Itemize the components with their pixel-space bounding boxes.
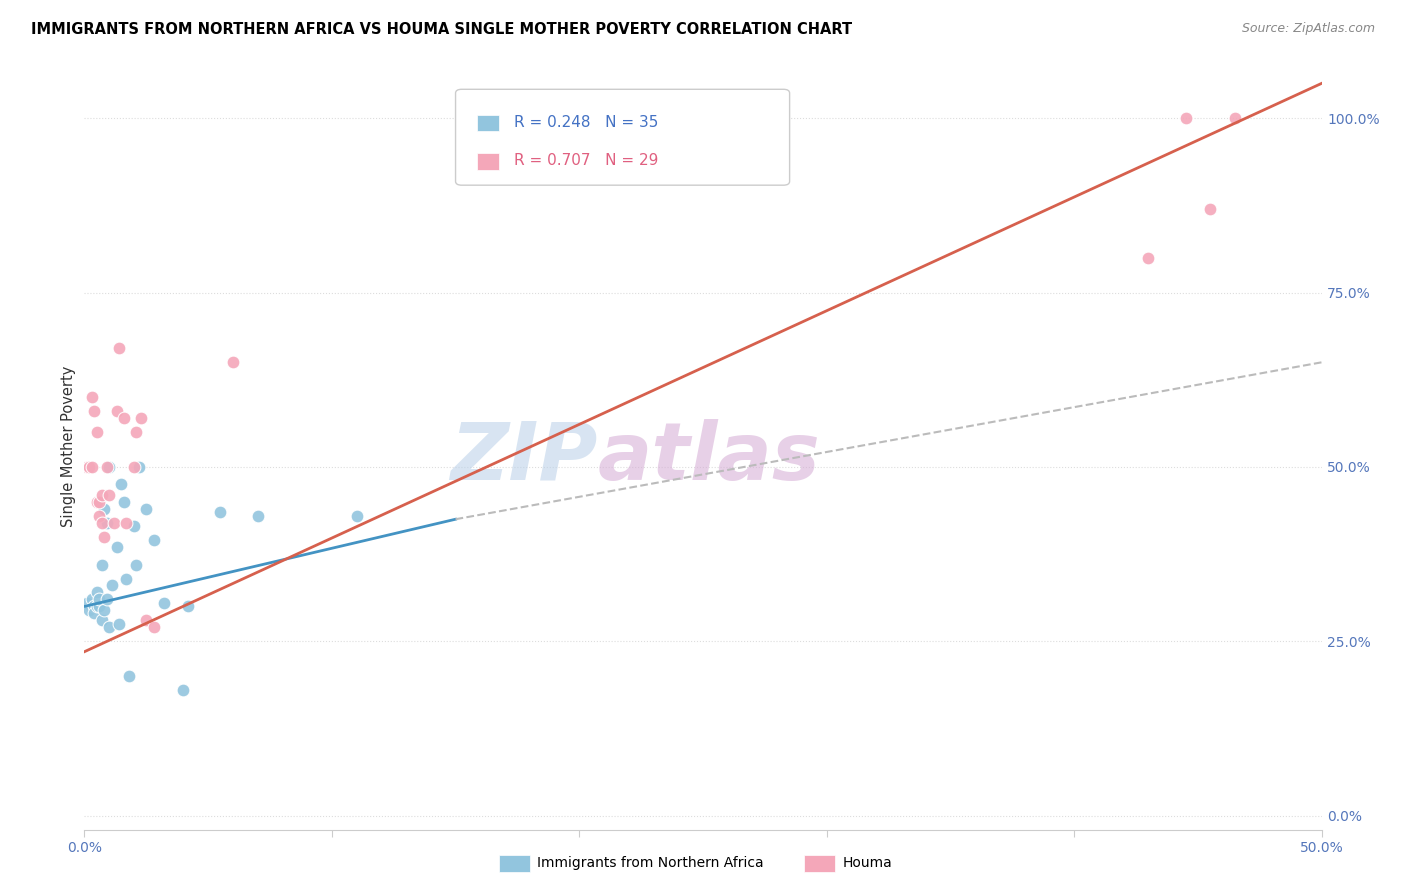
FancyBboxPatch shape [477,153,499,169]
Point [125,558,148,572]
Point [98,459,121,474]
Point [80,592,103,607]
Point [86,599,108,614]
Point [89,592,111,607]
Point [112,411,135,425]
Point [93,501,115,516]
Point [83,404,105,418]
Point [96,516,118,530]
Point [98,488,121,502]
Point [122,519,145,533]
Point [209,505,232,519]
Point [80,390,103,404]
Point [115,572,138,586]
Point [110,477,132,491]
Point [86,425,108,439]
Point [152,596,174,610]
Point [172,683,194,698]
Text: Source: ZipAtlas.com: Source: ZipAtlas.com [1241,22,1375,36]
Y-axis label: Single Mother Poverty: Single Mother Poverty [60,366,76,526]
Point [346,508,368,523]
Point [142,620,165,634]
Point [105,540,128,554]
Text: R = 0.707   N = 29: R = 0.707 N = 29 [513,153,658,168]
Point [142,533,165,548]
Point [135,613,157,627]
Point [96,459,118,474]
Point [129,411,152,425]
Point [80,459,103,474]
Point [98,620,121,634]
Point [89,599,111,614]
Point [89,495,111,509]
Point [177,599,200,614]
Point [79,459,101,474]
Point [125,425,148,439]
Point [89,508,111,523]
Point [93,530,115,544]
Point [90,488,112,502]
Point [115,516,138,530]
Point [1174,112,1197,126]
Point [96,592,118,607]
Text: Houma: Houma [842,856,891,871]
Point [86,495,108,509]
Point [90,516,112,530]
Point [90,558,112,572]
Point [222,355,245,369]
Point [90,613,112,627]
Point [128,459,150,474]
Point [1199,202,1222,216]
Point [105,404,128,418]
Point [246,508,269,523]
FancyBboxPatch shape [456,89,790,186]
Point [93,603,115,617]
Point [1223,112,1246,126]
Text: ZIP: ZIP [450,418,598,497]
Point [79,603,101,617]
Point [108,342,131,356]
Point [83,607,105,621]
Point [108,616,131,631]
Point [86,585,108,599]
Point [103,516,125,530]
Text: R = 0.248   N = 35: R = 0.248 N = 35 [513,115,658,129]
Point [76,596,98,610]
FancyBboxPatch shape [477,115,499,131]
Point [135,501,157,516]
Point [112,495,135,509]
Text: IMMIGRANTS FROM NORTHERN AFRICA VS HOUMA SINGLE MOTHER POVERTY CORRELATION CHART: IMMIGRANTS FROM NORTHERN AFRICA VS HOUMA… [31,22,852,37]
Text: atlas: atlas [598,418,821,497]
Text: Immigrants from Northern Africa: Immigrants from Northern Africa [537,856,763,871]
Point [83,599,105,614]
Point [1137,251,1160,265]
Point [118,669,141,683]
Point [76,459,98,474]
Point [122,459,145,474]
Point [100,578,122,592]
